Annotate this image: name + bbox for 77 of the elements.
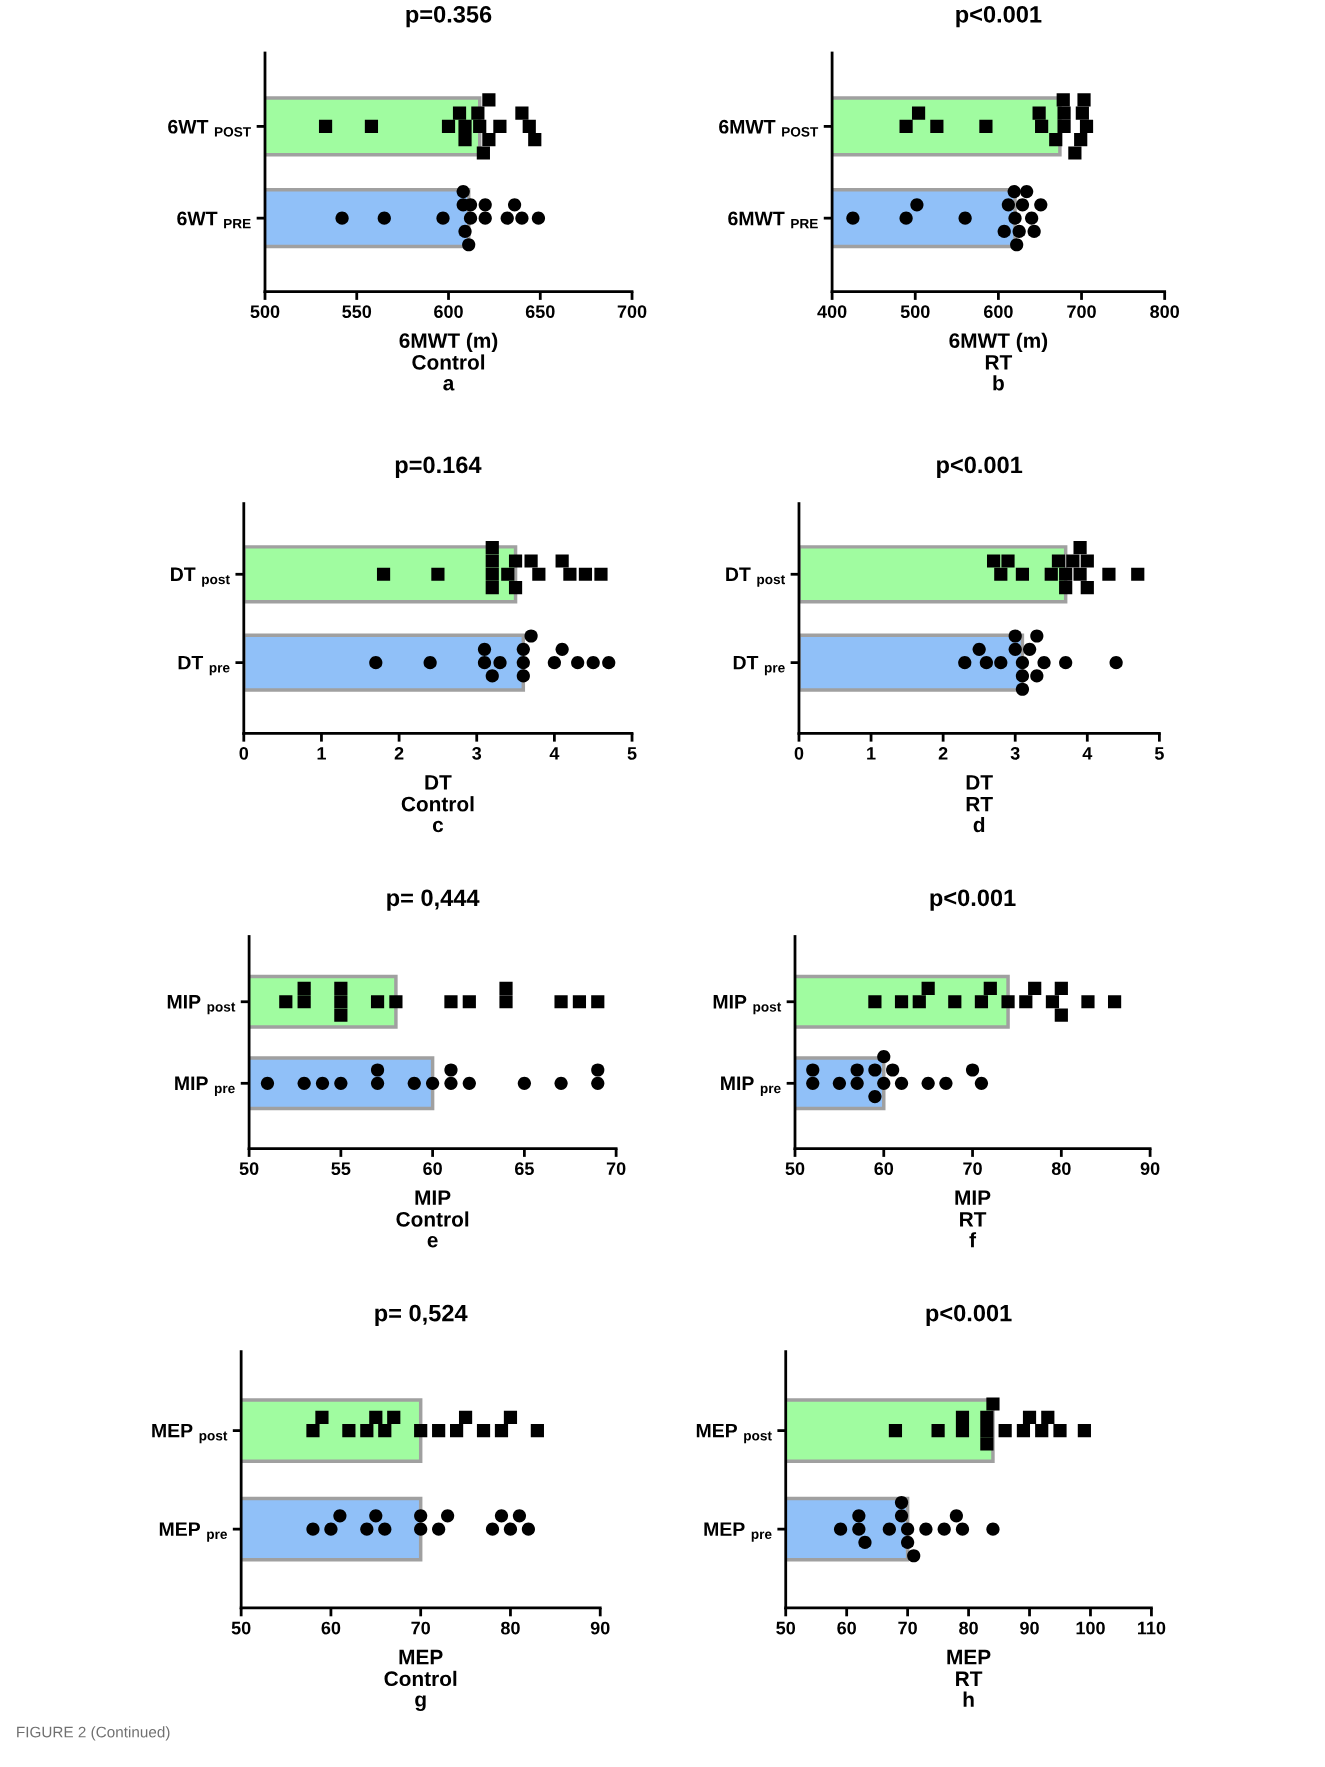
x-tick-label: 80 bbox=[500, 1621, 520, 1635]
x-tick-label: 4 bbox=[549, 747, 560, 760]
x-tick-label: 1 bbox=[867, 747, 876, 760]
x-tick-label: 80 bbox=[1051, 1162, 1071, 1176]
x-tick-label: 3 bbox=[1010, 746, 1020, 760]
x-tick-label: 90 bbox=[1020, 1621, 1039, 1635]
y-tick-label: MIP $_{pre}$ bbox=[175, 1076, 235, 1096]
text: b bbox=[993, 375, 1004, 391]
chart-title: p<0.001 bbox=[956, 5, 1042, 28]
x-tick-label: 600 bbox=[434, 305, 463, 319]
text: h bbox=[963, 1691, 974, 1707]
y-tick-label: MIP $_{pre}$ bbox=[721, 1076, 781, 1096]
chart-title: p<0.001 bbox=[937, 456, 1023, 478]
chart-title: p= 0,444 bbox=[387, 889, 480, 911]
x-tick-label: 600 bbox=[983, 305, 1013, 319]
chart-title: p<0.001 bbox=[930, 889, 1016, 911]
x-tick-label: 90 bbox=[1140, 1162, 1160, 1176]
x-tick-label: 55 bbox=[331, 1162, 351, 1176]
x-tick-label: 50 bbox=[776, 1621, 796, 1635]
x-tick-label: 1 bbox=[317, 747, 326, 760]
x-tick-label: 700 bbox=[1067, 305, 1096, 319]
x-tick-label: 2 bbox=[938, 746, 948, 760]
x-tick-label: 70 bbox=[963, 1162, 982, 1176]
caption: FIGURE 2 (Continued) bbox=[17, 1726, 170, 1741]
y-tick-label: 6MWT $_{PRE}$ bbox=[728, 211, 818, 229]
text: c bbox=[432, 820, 444, 833]
y-tick-label: 6WT $_{POST}$ bbox=[168, 119, 251, 137]
x-tick-label: 650 bbox=[525, 305, 555, 319]
y-tick-label: DT $_{pre}$ bbox=[178, 655, 230, 676]
x-tick-label: 70 bbox=[411, 1621, 430, 1635]
y-tick-label: MEP $_{pre}$ bbox=[704, 1522, 772, 1542]
chart-title: p= 0,524 bbox=[375, 1304, 468, 1327]
x-tick-label: 50 bbox=[231, 1621, 251, 1635]
x-tick-label: 0 bbox=[794, 746, 804, 760]
y-tick-label: MIP $_{post}$ bbox=[713, 995, 782, 1015]
x-tick-label: 500 bbox=[250, 305, 280, 319]
y-tick-label: MIP $_{post}$ bbox=[167, 995, 236, 1015]
x-tick-label: 60 bbox=[321, 1621, 341, 1635]
x-tick-label: 70 bbox=[898, 1621, 917, 1635]
y-tick-label: MEP $_{pre}$ bbox=[159, 1522, 227, 1542]
x-tick-label: 500 bbox=[900, 305, 930, 319]
x-tick-label: 60 bbox=[874, 1162, 894, 1176]
x-tick-label: 60 bbox=[837, 1621, 856, 1635]
text: e bbox=[427, 1236, 438, 1248]
x-tick-label: 700 bbox=[617, 305, 647, 319]
x-tick-label: 2 bbox=[394, 746, 404, 760]
text: d bbox=[973, 816, 985, 833]
x-tick-label: 100 bbox=[1076, 1621, 1105, 1635]
chart-title: p<0.001 bbox=[926, 1304, 1012, 1327]
chart-title: p=0.164 bbox=[395, 456, 482, 478]
x-tick-label: 90 bbox=[590, 1621, 610, 1635]
x-tick-label: 50 bbox=[785, 1162, 805, 1176]
text: f bbox=[969, 1232, 977, 1248]
chart-title: p=0.356 bbox=[406, 5, 492, 28]
x-tick-label: 80 bbox=[959, 1621, 978, 1635]
text: g bbox=[415, 1695, 426, 1712]
y-tick-label: MEP $_{post}$ bbox=[152, 1423, 228, 1444]
x-tick-label: 60 bbox=[423, 1162, 442, 1176]
y-tick-label: MEP $_{post}$ bbox=[696, 1423, 772, 1444]
x-tick-label: 3 bbox=[472, 746, 482, 760]
y-tick-label: DT $_{pre}$ bbox=[733, 655, 785, 676]
text: a bbox=[443, 379, 455, 391]
x-tick-label: 400 bbox=[817, 305, 847, 319]
x-tick-label: 4 bbox=[1082, 747, 1093, 760]
x-tick-label: 5 bbox=[1154, 747, 1164, 760]
y-tick-label: DT $_{post}$ bbox=[171, 567, 230, 587]
x-tick-label: 5 bbox=[627, 747, 637, 760]
x-tick-label: 550 bbox=[342, 305, 372, 319]
y-tick-label: 6WT $_{PRE}$ bbox=[177, 211, 251, 229]
x-tick-label: 65 bbox=[514, 1162, 534, 1176]
x-tick-label: 50 bbox=[239, 1162, 259, 1176]
y-tick-label: DT $_{post}$ bbox=[726, 567, 785, 587]
x-tick-label: 0 bbox=[239, 746, 249, 760]
y-tick-label: 6MWT $_{POST}$ bbox=[719, 119, 819, 137]
x-tick-label: 800 bbox=[1150, 305, 1179, 319]
x-tick-label: 110 bbox=[1138, 1621, 1166, 1635]
x-tick-label: 70 bbox=[606, 1162, 626, 1176]
